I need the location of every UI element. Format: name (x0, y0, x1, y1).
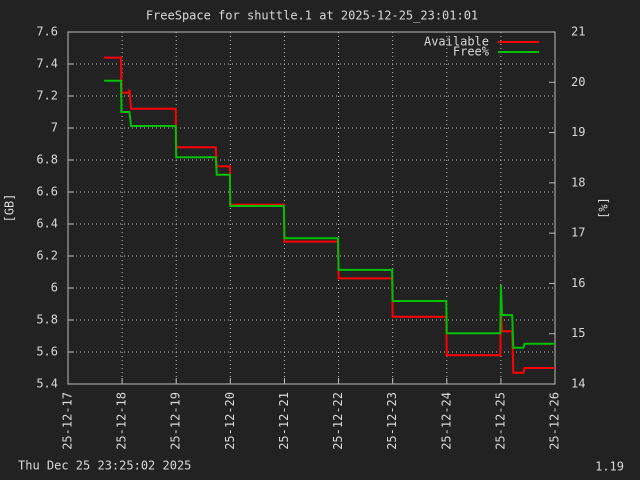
y2-tick-label: 19 (571, 125, 585, 139)
y2-tick-label: 21 (571, 25, 585, 39)
y-tick-label: 6.2 (36, 249, 58, 263)
y2-tick-label: 15 (571, 326, 585, 340)
chart-title: FreeSpace for shuttle.1 at 2025-12-25_23… (146, 9, 478, 23)
x-tick-label: 25-12-17 (61, 392, 75, 450)
y-tick-label: 5.6 (36, 345, 58, 359)
y2-tick-label: 14 (571, 377, 585, 391)
y-tick-label: 5.8 (36, 313, 58, 327)
y-tick-label: 6 (51, 281, 58, 295)
x-tick-label: 25-12-24 (439, 392, 453, 450)
footer-date: Thu Dec 25 23:25:02 2025 (18, 459, 191, 473)
y2-tick-label: 16 (571, 276, 585, 290)
y2-tick-label: 18 (571, 175, 585, 189)
x-tick-label: 25-12-23 (385, 392, 399, 450)
footer-version: 1.19 (595, 460, 624, 474)
y-tick-label: 7.4 (36, 57, 58, 71)
data-line (104, 79, 555, 349)
y-axis-label: [GB] (3, 194, 17, 223)
x-tick-label: 25-12-25 (493, 392, 507, 450)
y2-axis-label: [%] (597, 197, 611, 219)
legend-label: Free% (453, 45, 490, 59)
x-tick-label: 25-12-19 (169, 392, 183, 450)
x-tick-label: 25-12-20 (223, 392, 237, 450)
plot-border (67, 31, 556, 385)
y2-tick-label: 17 (571, 226, 585, 240)
y-tick-label: 5.4 (36, 377, 58, 391)
y-tick-label: 7 (51, 121, 58, 135)
y-tick-label: 6.8 (36, 153, 58, 167)
y-tick-label: 7.2 (36, 89, 58, 103)
x-tick-label: 25-12-22 (331, 392, 345, 450)
x-tick-label: 25-12-18 (115, 392, 129, 450)
y-tick-label: 7.6 (36, 25, 58, 39)
y-tick-label: 6.4 (36, 217, 58, 231)
y2-tick-label: 20 (571, 75, 585, 89)
y-tick-label: 6.6 (36, 185, 58, 199)
legend-label: Available (424, 35, 489, 49)
x-tick-label: 25-12-26 (548, 392, 562, 450)
data-line (104, 56, 555, 374)
x-tick-label: 25-12-21 (277, 392, 291, 450)
